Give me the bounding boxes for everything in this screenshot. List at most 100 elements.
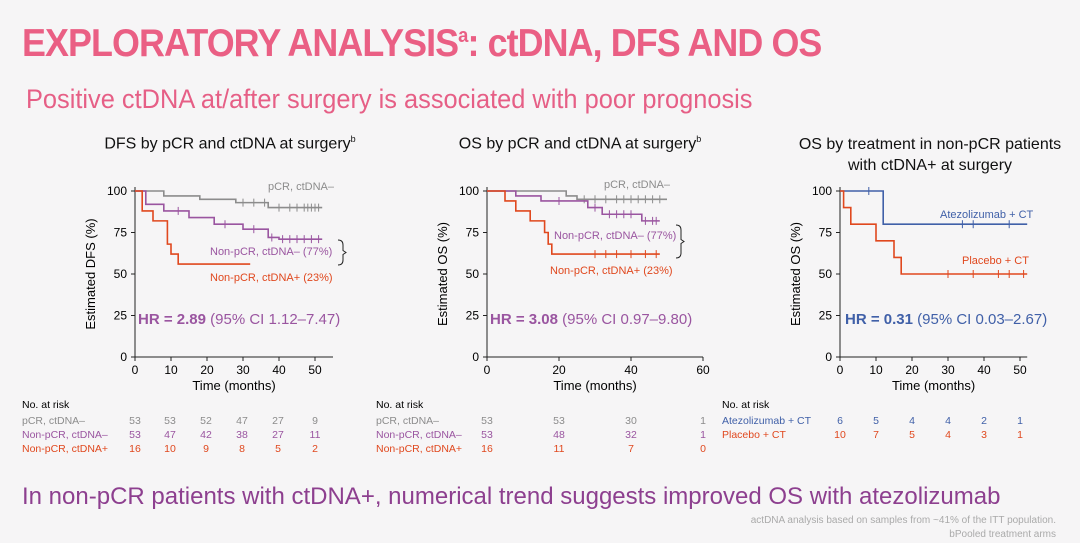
bracket	[675, 224, 685, 259]
y-tick-label: 100	[812, 184, 832, 198]
risk-count: 1	[1017, 415, 1023, 427]
y-axis-label: Estimated OS (%)	[435, 222, 450, 326]
km-curve-red	[487, 190, 660, 255]
risk-count: 1	[1017, 429, 1023, 441]
risk-count: 27	[272, 429, 284, 441]
chart1-title: DFS by pCR and ctDNA at surgeryb	[80, 134, 380, 153]
x-tick-label: 0	[132, 363, 139, 377]
x-tick-label: 30	[236, 363, 250, 377]
km-curve-gray	[487, 190, 667, 201]
risk-count: 9	[312, 415, 318, 427]
footnote-b: bPooled treatment arms	[949, 529, 1056, 540]
series-label: Non-pCR, ctDNA+ (23%)	[550, 265, 673, 277]
risk-count: 7	[628, 443, 634, 455]
footnote-a: actDNA analysis based on samples from ~4…	[750, 515, 1056, 526]
risk-table-header: No. at risk	[376, 399, 424, 411]
risk-count: 9	[203, 443, 209, 455]
risk-count: 47	[164, 429, 176, 441]
series-label: Non-pCR, ctDNA– (77%)	[554, 230, 676, 242]
risk-row-label: Non-pCR, ctDNA–	[22, 429, 108, 441]
risk-count: 48	[553, 429, 565, 441]
risk-count: 7	[873, 429, 879, 441]
title-text: EXPLORATORY ANALYSIS	[22, 22, 459, 65]
risk-count: 52	[200, 415, 212, 427]
x-tick-label: 40	[977, 363, 991, 377]
x-tick-label: 60	[696, 363, 710, 377]
risk-count: 10	[834, 429, 846, 441]
risk-row-label: pCR, ctDNA–	[376, 415, 439, 427]
km-curve-purple	[487, 190, 660, 222]
hazard-ratio: HR = 2.89 (95% CI 1.12–7.47)	[138, 311, 340, 328]
risk-count: 38	[236, 429, 248, 441]
title-rest: : ctDNA, DFS AND OS	[467, 22, 822, 65]
x-tick-label: 0	[484, 363, 491, 377]
y-tick-label: 75	[466, 226, 480, 240]
title-superscript: a	[458, 25, 468, 47]
risk-count: 47	[236, 415, 248, 427]
chart2-title-text: OS by pCR and ctDNA at surgery	[458, 135, 697, 153]
x-axis-label: Time (months)	[892, 378, 975, 393]
risk-row-label: Non-pCR, ctDNA+	[376, 443, 462, 455]
risk-count: 53	[481, 429, 493, 441]
y-axis-label: Estimated OS (%)	[788, 222, 803, 326]
km-curve-purple	[135, 190, 323, 240]
bracket	[337, 239, 347, 266]
hazard-ratio: HR = 0.31 (95% CI 0.03–2.67)	[845, 311, 1047, 328]
risk-count: 5	[909, 429, 915, 441]
series-label: Non-pCR, ctDNA– (77%)	[210, 246, 332, 258]
risk-count: 1	[700, 429, 706, 441]
risk-row-label: Non-pCR, ctDNA+	[22, 443, 108, 455]
risk-count: 53	[164, 415, 176, 427]
risk-count: 4	[945, 429, 951, 441]
risk-count: 16	[481, 443, 493, 455]
risk-count: 4	[945, 415, 951, 427]
series-label: Placebo + CT	[962, 255, 1029, 267]
risk-count: 2	[312, 443, 318, 455]
y-tick-label: 0	[472, 350, 479, 364]
series-label: Non-pCR, ctDNA+ (23%)	[210, 272, 333, 284]
x-tick-label: 20	[552, 363, 566, 377]
km-curve-blue	[840, 190, 1028, 225]
risk-count: 8	[239, 443, 245, 455]
y-tick-label: 100	[107, 184, 127, 198]
risk-count: 42	[200, 429, 212, 441]
y-axis-label: Estimated DFS (%)	[83, 218, 98, 329]
chart2-title: OS by pCR and ctDNA at surgeryb	[430, 134, 730, 153]
risk-count: 11	[310, 429, 321, 441]
y-tick-label: 100	[459, 184, 479, 198]
slide-subtitle: Positive ctDNA at/after surgery is assoc…	[26, 84, 753, 114]
y-tick-label: 50	[466, 267, 480, 281]
chart3-title: OS by treatment in non-pCR patients with…	[798, 136, 1062, 174]
risk-count: 11	[554, 443, 565, 455]
y-tick-label: 75	[819, 226, 833, 240]
risk-count: 16	[129, 443, 141, 455]
risk-count: 53	[553, 415, 565, 427]
risk-count: 4	[909, 415, 915, 427]
x-tick-label: 40	[624, 363, 638, 377]
risk-count: 53	[129, 415, 141, 427]
km-curve-red	[135, 190, 251, 265]
chart1-title-text: DFS by pCR and ctDNA at surgery	[104, 135, 351, 153]
risk-row-label: pCR, ctDNA–	[22, 415, 85, 427]
x-tick-label: 10	[164, 363, 178, 377]
y-tick-label: 0	[825, 350, 832, 364]
y-tick-label: 50	[114, 267, 128, 281]
risk-count: 53	[481, 415, 493, 427]
series-label: pCR, ctDNA–	[268, 181, 335, 193]
risk-count: 5	[873, 415, 879, 427]
bottom-statement: In non-pCR patients with ctDNA+, numeric…	[22, 483, 1001, 510]
x-tick-label: 20	[905, 363, 919, 377]
risk-count: 6	[837, 415, 843, 427]
y-tick-label: 75	[114, 226, 128, 240]
risk-count: 0	[700, 443, 706, 455]
x-tick-label: 30	[941, 363, 955, 377]
risk-count: 2	[981, 415, 987, 427]
hazard-ratio: HR = 3.08 (95% CI 0.97–9.80)	[490, 311, 692, 328]
km-curve-red	[840, 190, 1028, 275]
risk-count: 10	[164, 443, 176, 455]
series-label: pCR, ctDNA–	[604, 179, 671, 191]
x-tick-label: 40	[272, 363, 286, 377]
risk-count: 32	[625, 429, 637, 441]
y-tick-label: 25	[819, 309, 833, 323]
